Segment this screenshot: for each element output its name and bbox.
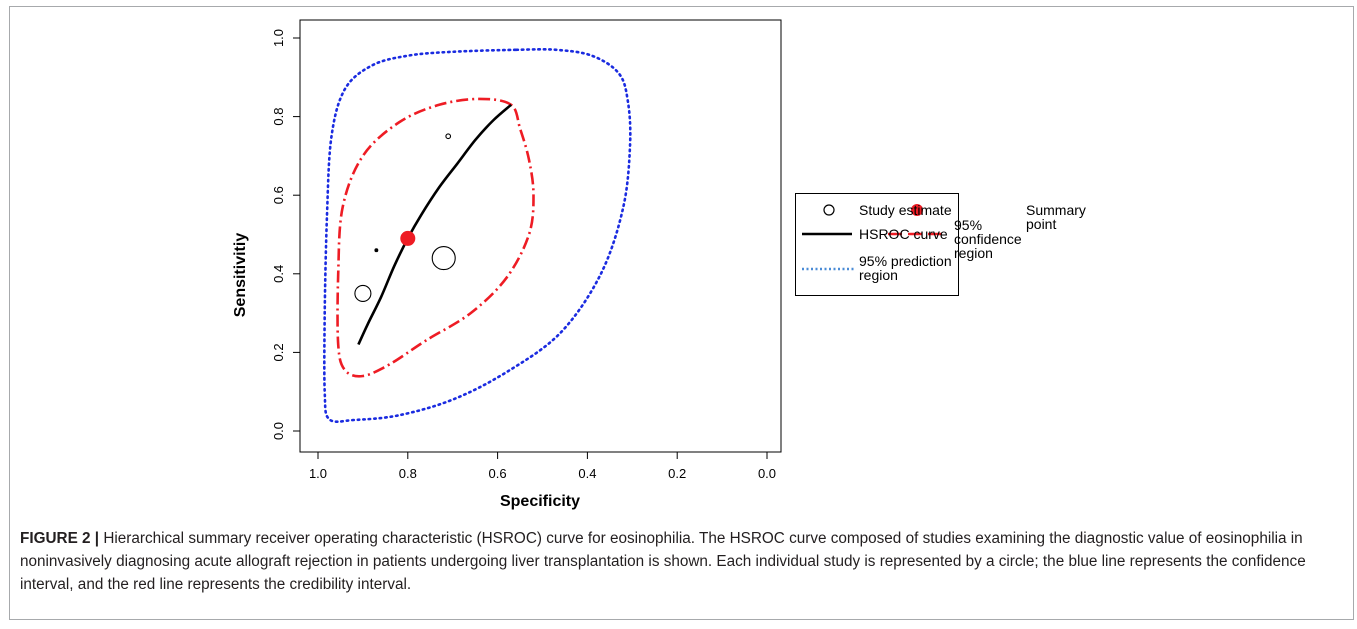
- confidence-region-line: [336, 97, 535, 378]
- y-tick-label-0: 0.0: [271, 422, 286, 440]
- confidence-region-layer: [336, 97, 535, 378]
- prediction-region-layer: [323, 47, 632, 424]
- prediction-region-line: [323, 47, 632, 424]
- x-tick-label-4: 0.2: [668, 466, 686, 481]
- y-tick-label-1: 0.2: [271, 343, 286, 361]
- x-axis: 1.0 0.8 0.6 0.4 0.2 0.0: [309, 451, 776, 481]
- legend-symbols: [802, 204, 944, 271]
- legend-study-estimate-label: Study estimate: [859, 202, 952, 218]
- legend-hsroc-curve-label: HSROC curve: [859, 226, 948, 242]
- legend-study-estimate-symbol: [823, 204, 835, 216]
- figure-frame: [9, 6, 1354, 620]
- x-tick-label-5: 0.0: [758, 466, 776, 481]
- y-axis-label: Sensitivitiy: [232, 233, 249, 318]
- y-axis: 0.0 0.2 0.4 0.6 0.8 1.0: [271, 29, 301, 440]
- summary-point: [400, 230, 416, 246]
- study-estimate-point-4: [354, 284, 372, 303]
- y-tick-label-2: 0.4: [271, 265, 286, 283]
- caption-label: FIGURE 2 |: [20, 530, 100, 547]
- study-estimate-point-1: [445, 133, 452, 140]
- legend: Study estimate Summary point HSROC curve…: [795, 193, 1086, 296]
- y-tick-label-3: 0.6: [271, 186, 286, 204]
- legend-summary-point-label: Summary point: [1026, 202, 1086, 232]
- y-tick-label-4: 0.8: [271, 108, 286, 126]
- x-tick-label-0: 1.0: [309, 466, 327, 481]
- y-tick-label-5: 1.0: [271, 29, 286, 47]
- legend-confidence-region-label: 95% confidence region: [954, 217, 1022, 261]
- x-tick-label-3: 0.4: [578, 466, 596, 481]
- x-tick-label-2: 0.6: [489, 466, 507, 481]
- legend-summary-point-symbol: [911, 204, 923, 216]
- figure-caption: FIGURE 2 | Hierarchical summary receiver…: [20, 527, 1342, 596]
- caption-text: Hierarchical summary receiver operating …: [20, 530, 1306, 593]
- hsroc-curve-layer: [357, 103, 512, 346]
- plot-area-frame: [299, 19, 782, 453]
- legend-prediction-region-label: 95% prediction region: [859, 253, 952, 283]
- x-axis-label: Specificity: [500, 493, 580, 510]
- hsroc-curve-line: [357, 103, 512, 346]
- points-layer: [354, 133, 456, 303]
- study-estimate-point-2: [374, 248, 379, 253]
- x-tick-label-1: 0.8: [399, 466, 417, 481]
- study-estimate-point-3: [431, 246, 456, 271]
